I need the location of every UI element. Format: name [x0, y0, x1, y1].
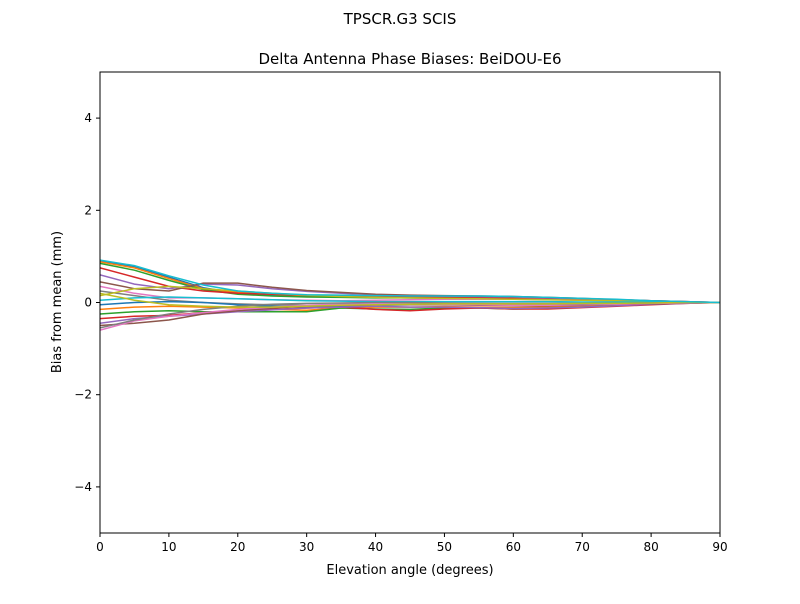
suptitle: TPSCR.G3 SCIS: [343, 10, 457, 28]
x-tick-label: 20: [230, 540, 245, 554]
y-axis: −4 −2 0 2 4: [74, 111, 100, 494]
y-tick-label: −2: [74, 388, 92, 402]
x-axis-label: Elevation angle (degrees): [326, 563, 493, 578]
series-line-19: [100, 292, 720, 308]
y-tick-label: 4: [84, 111, 92, 125]
y-tick-label: 2: [84, 203, 92, 217]
x-tick-label: 50: [437, 540, 452, 554]
x-tick-label: 0: [96, 540, 104, 554]
y-tick-label: −4: [74, 480, 92, 494]
y-tick-label: 0: [84, 296, 92, 310]
x-tick-label: 90: [712, 540, 727, 554]
series-lines: [100, 259, 720, 331]
series-line-10: [100, 296, 720, 304]
x-tick-label: 70: [575, 540, 590, 554]
x-tick-label: 60: [506, 540, 521, 554]
x-axis: 0 10 20 30 40 50 60 70 80 90: [96, 533, 728, 554]
x-tick-label: 10: [161, 540, 176, 554]
x-tick-label: 40: [368, 540, 383, 554]
series-line-20: [100, 259, 720, 304]
chart-title: Delta Antenna Phase Biases: BeiDOU-E6: [259, 50, 562, 68]
series-line-9: [100, 285, 720, 304]
y-axis-label: Bias from mean (mm): [50, 231, 65, 373]
x-tick-label: 30: [299, 540, 314, 554]
x-tick-label: 80: [643, 540, 658, 554]
